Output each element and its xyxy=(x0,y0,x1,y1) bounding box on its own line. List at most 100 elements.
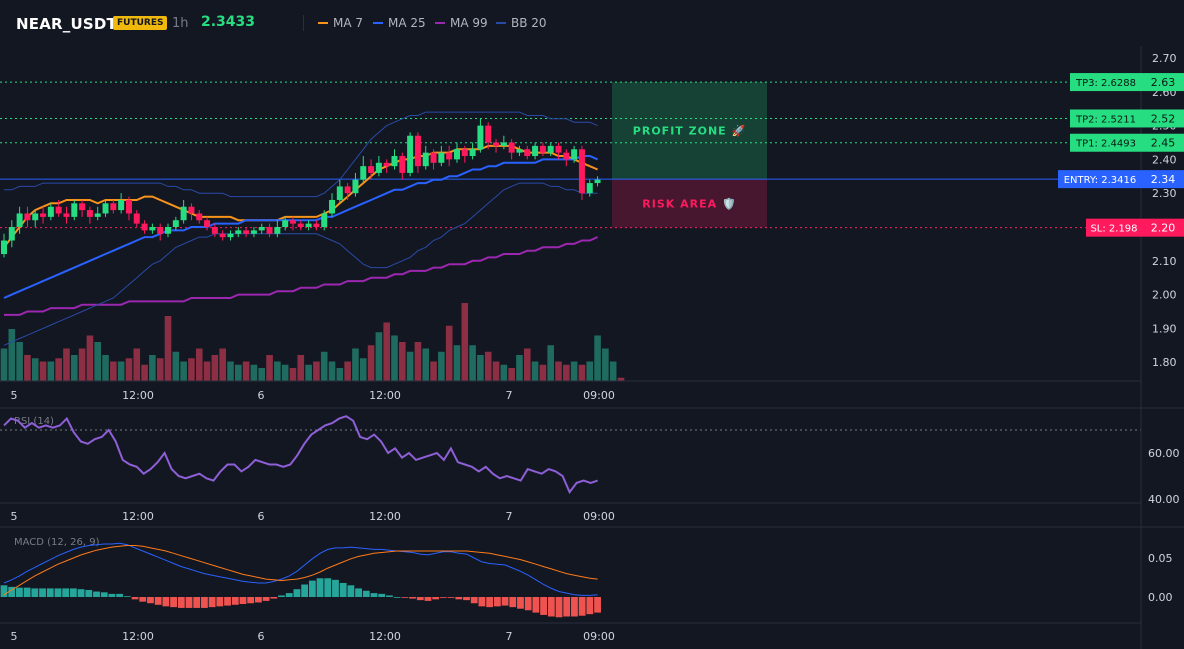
candle-body xyxy=(157,227,164,234)
candle-body xyxy=(180,206,187,221)
rsi-pane[interactable]: RSI (14) 5 12:00 6 12:00 7 09:00 xyxy=(0,415,1141,523)
volume-bar xyxy=(375,332,383,381)
legend-bb20-label: BB 20 xyxy=(511,16,547,30)
volume-bar xyxy=(336,368,344,381)
candle-body xyxy=(266,227,273,234)
macd-x-tick: 12:00 xyxy=(122,630,154,643)
volume-bar xyxy=(570,361,578,381)
volume-bar xyxy=(110,361,117,381)
candle-body xyxy=(86,210,93,217)
price-tick: 2.10 xyxy=(1152,255,1177,268)
volume-bar xyxy=(266,355,273,381)
volume-bar xyxy=(70,355,78,381)
candle-body xyxy=(297,223,304,227)
price-tick: 1.80 xyxy=(1152,356,1177,369)
symbol-label[interactable]: NEAR_USDT xyxy=(16,15,117,33)
volume-bar xyxy=(133,348,141,381)
volume-bar xyxy=(367,345,375,381)
volume-bar xyxy=(227,361,234,381)
volume-bar xyxy=(523,348,531,381)
candle-body xyxy=(555,145,562,153)
macd-histogram-bar xyxy=(547,597,555,617)
macd-histogram-bar xyxy=(193,597,201,608)
macd-histogram-bar xyxy=(131,597,139,600)
sl-axis-box xyxy=(1142,218,1184,237)
candle-body xyxy=(422,152,429,167)
legend-ma25-swatch xyxy=(373,21,383,24)
volume-bar xyxy=(422,348,430,381)
price-axis[interactable]: 2.702.602.502.402.302.202.102.001.901.80… xyxy=(0,46,1184,649)
price-pane[interactable]: 5 12:00 6 12:00 7 09:00 PROFIT ZONE 🚀 RISK AREA… xyxy=(0,81,1141,402)
candle-body xyxy=(547,145,554,153)
candle-body xyxy=(47,206,54,217)
volume-bar xyxy=(430,361,437,381)
volume-bar xyxy=(539,364,547,381)
macd-histogram-bar xyxy=(432,597,440,600)
legend-ma7-swatch xyxy=(318,21,328,24)
candle-body xyxy=(500,142,507,146)
macd-histogram-bar xyxy=(401,597,409,598)
macd-histogram-bar xyxy=(571,597,578,617)
legend-ma7[interactable]: MA 7 xyxy=(318,16,363,30)
legend-ma99[interactable]: MA 99 xyxy=(435,16,488,30)
candle-body xyxy=(532,145,539,157)
timeframe-label[interactable]: 1h xyxy=(172,16,189,31)
candle-body xyxy=(172,220,179,227)
candle-body xyxy=(188,206,195,214)
macd-histogram-bar xyxy=(301,584,309,597)
macd-x-tick: 5 xyxy=(11,630,18,643)
series-ma-99 xyxy=(4,236,598,316)
macd-histogram-bar xyxy=(524,597,532,611)
macd-histogram-bar xyxy=(370,593,378,597)
macd-histogram-bar xyxy=(270,597,278,599)
profit-zone xyxy=(612,82,767,180)
macd-histogram-bar xyxy=(162,597,170,607)
candle-body xyxy=(55,206,62,214)
rsi-x-tick: 09:00 xyxy=(583,510,615,523)
candle-body xyxy=(227,233,234,238)
volume-bar xyxy=(406,351,414,381)
volume-bar xyxy=(94,342,102,381)
candle-body xyxy=(391,156,398,167)
candle-body xyxy=(508,142,515,153)
volume-bar xyxy=(149,355,156,381)
rsi-tick: 60.00 xyxy=(1148,447,1180,460)
macd-tick: 0.05 xyxy=(1148,552,1173,565)
candle-body xyxy=(196,213,203,221)
macd-histogram-bar xyxy=(424,597,432,601)
macd-histogram-bar xyxy=(54,588,62,597)
volume-bar xyxy=(320,351,328,381)
macd-pane[interactable]: MACD (12, 26, 9) 5 12:00 6 12:00 7 09:00 xyxy=(0,537,615,643)
candle-body xyxy=(219,233,226,238)
macd-x-tick: 6 xyxy=(258,630,265,643)
volume-bar xyxy=(586,361,594,381)
macd-x-tick: 09:00 xyxy=(583,630,615,643)
candle-body xyxy=(133,213,140,224)
candle-body xyxy=(274,227,281,234)
legend-bb20[interactable]: BB 20 xyxy=(496,16,547,30)
volume-bar xyxy=(461,303,469,381)
volume-bar xyxy=(445,325,453,381)
tp2-axis-value: 2.52 xyxy=(1151,112,1176,125)
volume-bar xyxy=(211,355,219,381)
candle-body xyxy=(79,203,86,211)
rsi-x-tick: 7 xyxy=(506,510,513,523)
tp3-label: TP3: 2.6288 xyxy=(1075,78,1136,89)
main-x-tick: 7 xyxy=(506,389,513,402)
volume-bar xyxy=(55,358,62,381)
macd-histogram-bar xyxy=(31,588,39,597)
volume-bar xyxy=(578,364,586,381)
volume-bar xyxy=(563,364,570,381)
tp1-label-box xyxy=(1070,133,1142,152)
volume-bar xyxy=(141,364,148,381)
legend-ma25[interactable]: MA 25 xyxy=(373,16,426,30)
macd-histogram-bar xyxy=(285,593,293,597)
candle-body xyxy=(383,162,390,167)
volume-bar xyxy=(125,358,133,381)
volume-bar xyxy=(180,361,187,381)
volume-bar xyxy=(47,361,55,381)
macd-histogram-bar xyxy=(147,597,154,604)
macd-histogram-bar xyxy=(39,588,46,597)
volume-bar xyxy=(531,361,539,381)
